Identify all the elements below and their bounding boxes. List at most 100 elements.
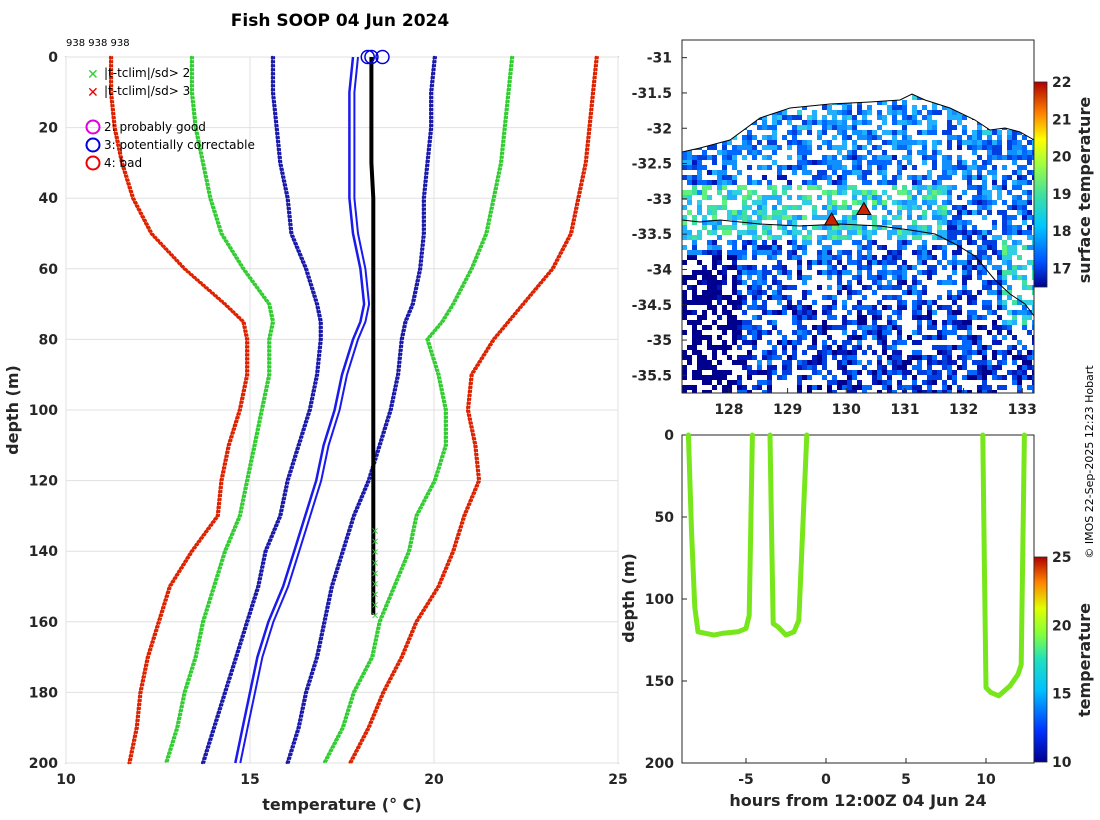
sst-cell bbox=[937, 235, 942, 240]
sst-cell bbox=[767, 295, 772, 300]
sst-cell bbox=[757, 370, 762, 375]
sst-cell bbox=[737, 210, 742, 215]
sst-cell bbox=[727, 225, 732, 230]
sst-cell bbox=[852, 240, 857, 245]
sst-cell bbox=[832, 210, 837, 215]
sst-cell bbox=[757, 245, 762, 250]
sst-cell bbox=[762, 370, 767, 375]
sst-cell bbox=[927, 125, 932, 130]
sst-cell bbox=[762, 145, 767, 150]
sst-cell bbox=[902, 120, 907, 125]
sst-cell bbox=[902, 340, 907, 345]
sst-cell bbox=[902, 165, 907, 170]
sst-cell bbox=[1017, 350, 1022, 355]
sst-cell bbox=[977, 390, 982, 393]
sst-cell bbox=[927, 310, 932, 315]
sst-cell bbox=[737, 345, 742, 350]
sst-cell bbox=[732, 255, 737, 260]
sst-cell bbox=[902, 115, 907, 120]
sst-cell bbox=[932, 370, 937, 375]
sst-cell bbox=[822, 250, 827, 255]
sst-cell bbox=[882, 100, 887, 105]
time-y-tick-label: 50 bbox=[655, 510, 675, 526]
sst-cell bbox=[972, 310, 977, 315]
sst-cell bbox=[727, 175, 732, 180]
sst-cell bbox=[787, 275, 792, 280]
sst-cell bbox=[832, 120, 837, 125]
sst-cell bbox=[852, 360, 857, 365]
sst-cell bbox=[777, 290, 782, 295]
sst-cell bbox=[732, 145, 737, 150]
sst-cell bbox=[737, 150, 742, 155]
sst-cell bbox=[912, 185, 917, 190]
sst-cell bbox=[827, 120, 832, 125]
depth-time-xlabel: hours from 12:00Z 04 Jun 24 bbox=[729, 791, 986, 810]
sst-cell bbox=[847, 110, 852, 115]
sst-cell bbox=[732, 320, 737, 325]
sst-cell bbox=[932, 130, 937, 135]
sst-cell bbox=[972, 370, 977, 375]
sst-cell bbox=[877, 360, 882, 365]
sst-cell bbox=[887, 195, 892, 200]
sst-cell bbox=[712, 290, 717, 295]
sst-cell bbox=[1032, 310, 1034, 315]
sst-cell bbox=[722, 385, 727, 390]
sst-cell bbox=[927, 130, 932, 135]
sst-cell bbox=[727, 370, 732, 375]
sst-cell bbox=[707, 210, 712, 215]
sst-cell bbox=[822, 270, 827, 275]
y-tick-label: 180 bbox=[29, 685, 58, 701]
sst-cell bbox=[1027, 350, 1032, 355]
sst-cell bbox=[827, 295, 832, 300]
sst-cell bbox=[922, 380, 927, 385]
sst-cell bbox=[792, 205, 797, 210]
sst-cell bbox=[962, 235, 967, 240]
sst-cell bbox=[857, 230, 862, 235]
sst-cell bbox=[792, 225, 797, 230]
sst-cell bbox=[962, 205, 967, 210]
sst-cell bbox=[977, 185, 982, 190]
sst-cell bbox=[712, 370, 717, 375]
sst-cell bbox=[972, 175, 977, 180]
sst-cell bbox=[747, 205, 752, 210]
sst-cell bbox=[832, 125, 837, 130]
sst-cell bbox=[832, 270, 837, 275]
sst-cell bbox=[857, 310, 862, 315]
sst-cell bbox=[857, 305, 862, 310]
sst-cell bbox=[752, 200, 757, 205]
sst-cell bbox=[912, 265, 917, 270]
sst-cell bbox=[687, 190, 692, 195]
sst-cell bbox=[687, 250, 692, 255]
sst-cell bbox=[782, 185, 787, 190]
sst-cell bbox=[852, 335, 857, 340]
sst-cell bbox=[897, 265, 902, 270]
sst-cell bbox=[827, 390, 832, 393]
sst-cell bbox=[702, 195, 707, 200]
sst-cell bbox=[707, 360, 712, 365]
sst-cell bbox=[862, 195, 867, 200]
sst-cell bbox=[1022, 300, 1027, 305]
sst-cell bbox=[922, 210, 927, 215]
sst-cell bbox=[942, 365, 947, 370]
sst-cell bbox=[682, 350, 687, 355]
sst-cell bbox=[827, 140, 832, 145]
sst-cell bbox=[797, 160, 802, 165]
flag-circle-marker bbox=[360, 49, 376, 65]
sst-cell bbox=[862, 305, 867, 310]
sst-cell bbox=[867, 180, 872, 185]
sst-cell bbox=[1022, 230, 1027, 235]
sst-cell bbox=[972, 360, 977, 365]
sst-cell bbox=[902, 140, 907, 145]
sst-cell bbox=[1002, 360, 1007, 365]
sst-cell bbox=[692, 310, 697, 315]
sst-cell bbox=[877, 260, 882, 265]
sst-cell bbox=[892, 155, 897, 160]
sst-cell bbox=[832, 160, 837, 165]
sst-cell bbox=[852, 220, 857, 225]
sst-cell bbox=[787, 220, 792, 225]
sst-cell bbox=[802, 375, 807, 380]
sst-cell bbox=[772, 255, 777, 260]
sst-cell bbox=[1027, 245, 1032, 250]
sst-cell bbox=[722, 280, 727, 285]
sst-cell bbox=[972, 350, 977, 355]
